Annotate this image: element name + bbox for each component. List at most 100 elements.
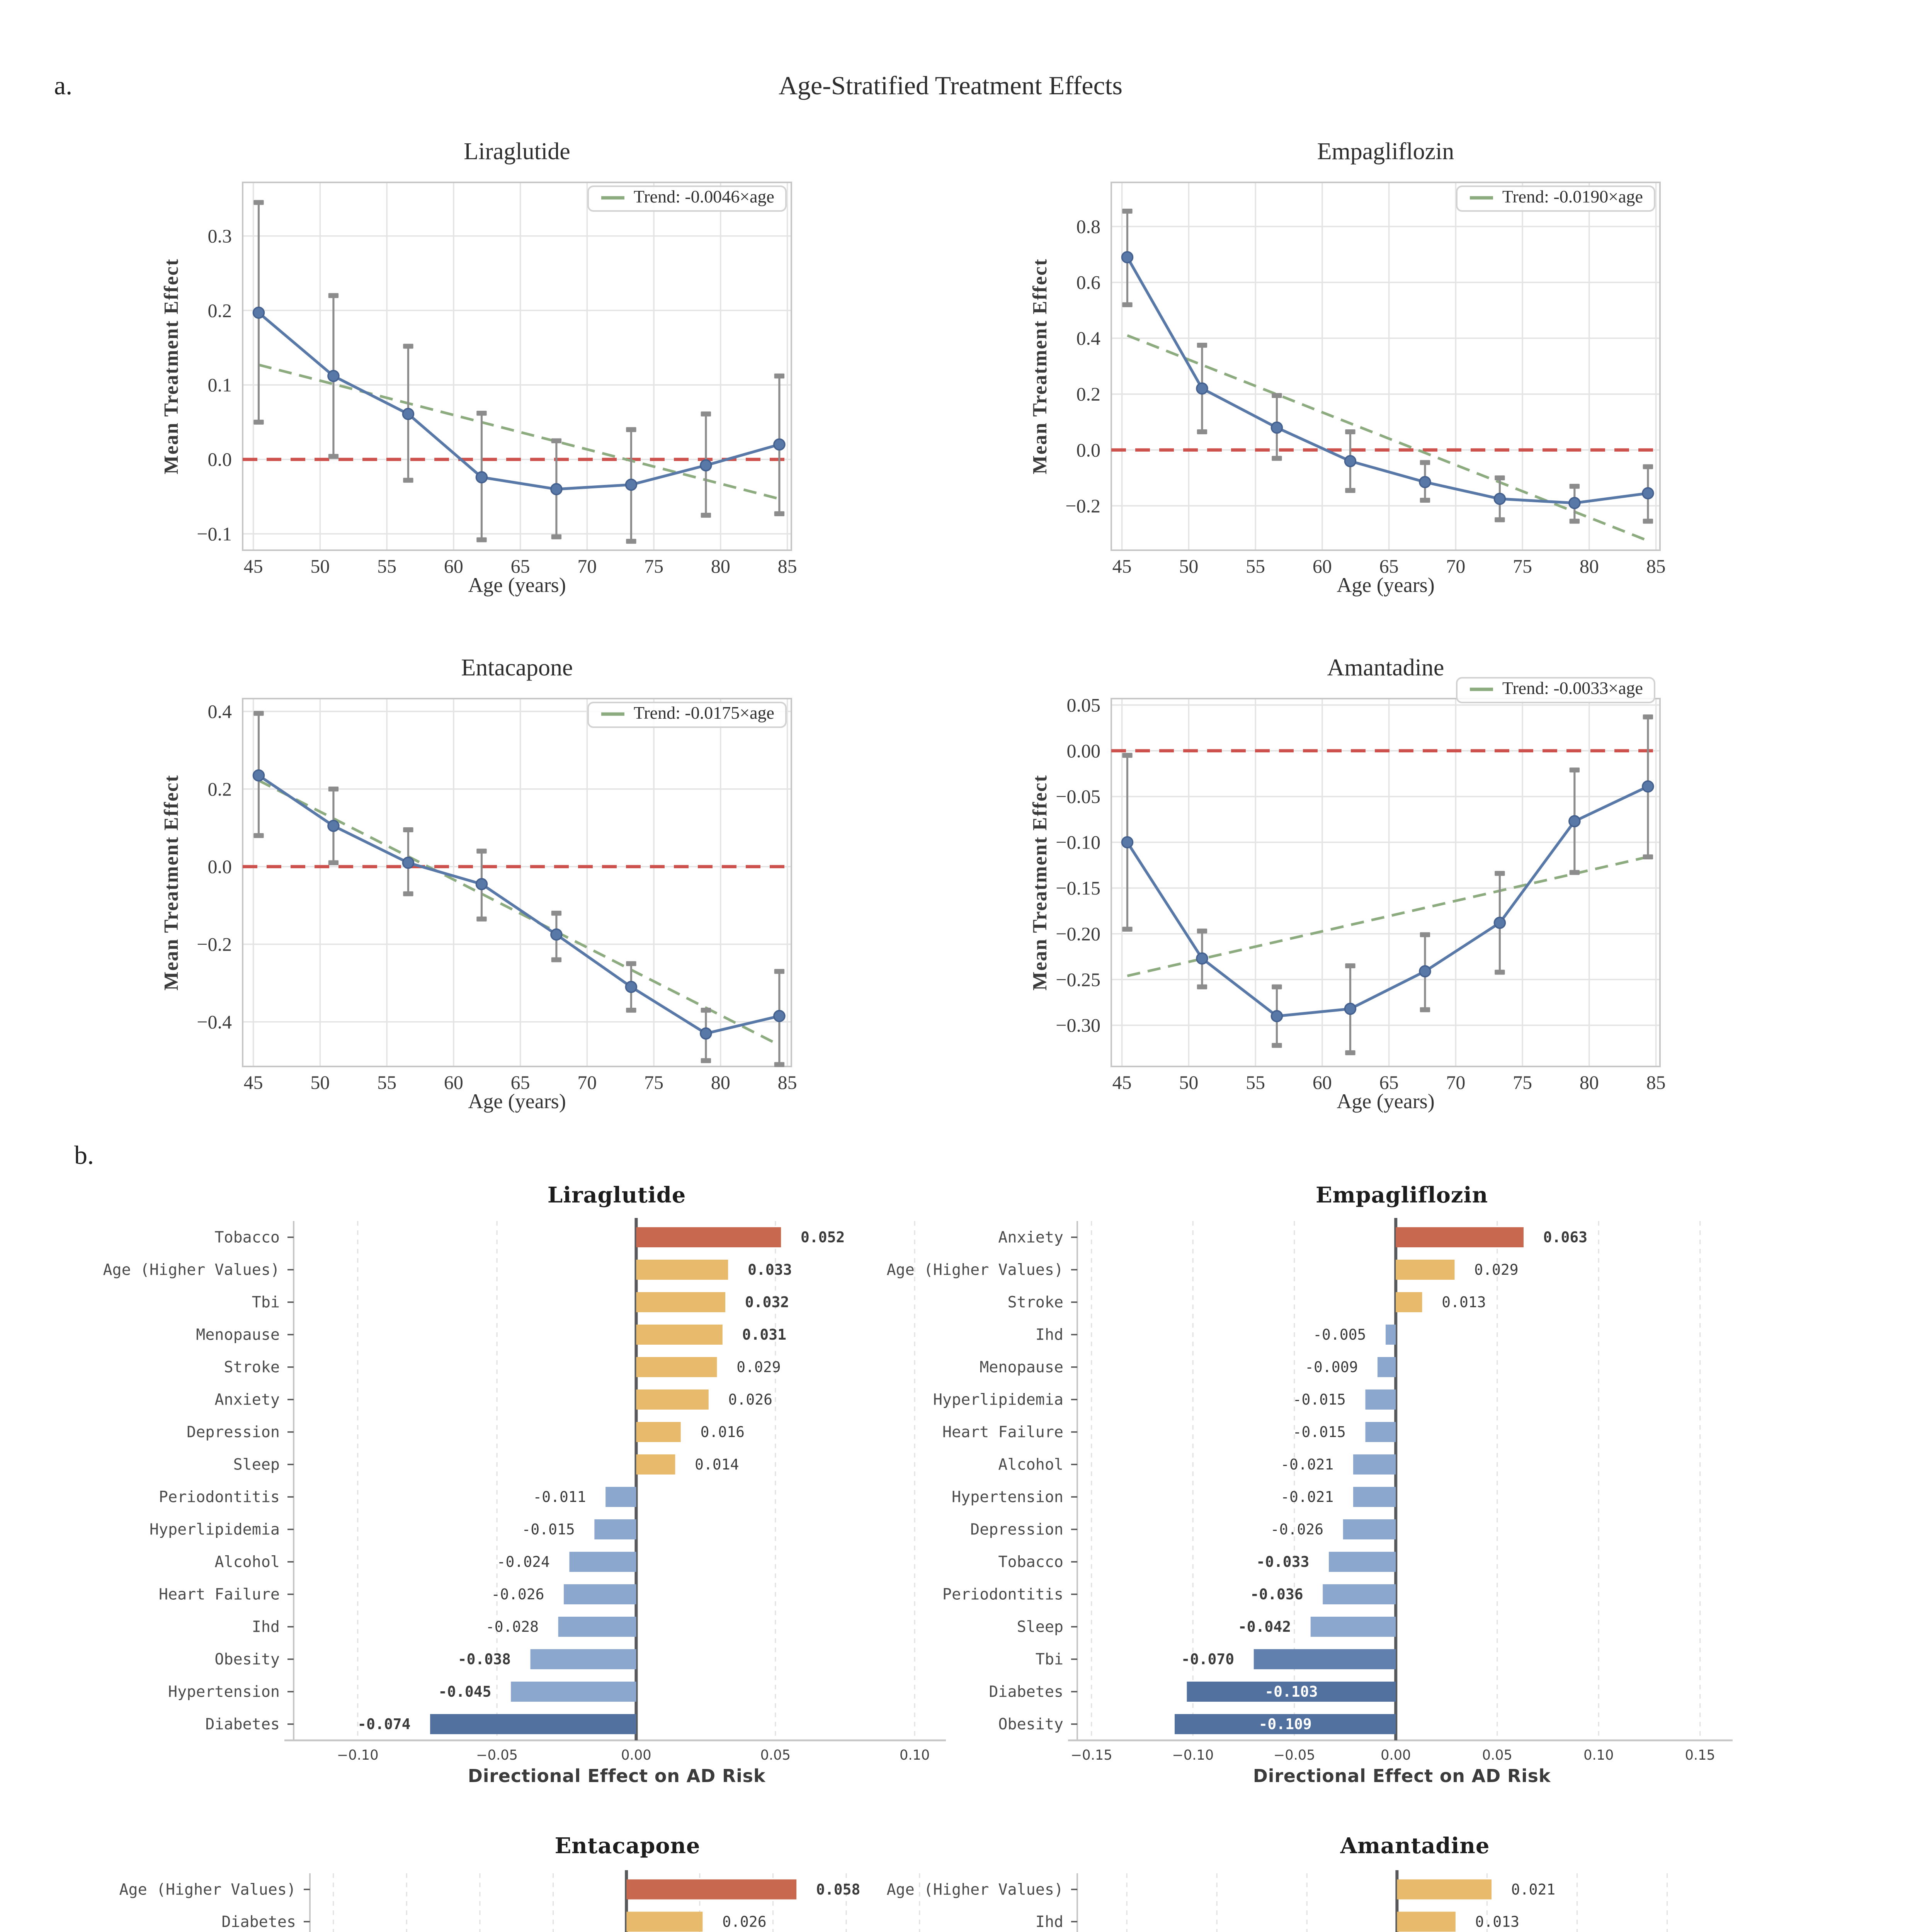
value-label: -0.015 — [1293, 1423, 1346, 1440]
error-bar-cap — [1569, 767, 1580, 773]
category-label: Hypertension — [952, 1488, 1063, 1506]
value-label: 0.052 — [801, 1229, 845, 1246]
y-tick-label: 0.4 — [1077, 327, 1101, 349]
category-label: Diabetes — [989, 1683, 1063, 1701]
x-tick-label: −0.15 — [1071, 1747, 1112, 1763]
bar — [1253, 1649, 1396, 1670]
error-bar-cap — [1197, 929, 1208, 934]
bar — [569, 1551, 636, 1572]
data-point — [402, 856, 415, 869]
plot-area: Age (Higher Values)0.058Diabetes0.026Tob… — [119, 1870, 920, 1932]
data-point — [1196, 382, 1208, 395]
trend-line-sample — [1469, 687, 1493, 691]
error-bar-cap — [253, 200, 264, 205]
error-bar-cap — [1345, 1050, 1355, 1055]
error-bar-cap — [1345, 488, 1355, 493]
x-tick-label: 45 — [1112, 555, 1132, 577]
error-bar-cap — [403, 478, 413, 483]
trend-legend: Trend: -0.0175×age — [587, 702, 787, 728]
trend-legend: Trend: -0.0033×age — [1456, 677, 1655, 703]
bar-chart-liraglutide: Liraglutide Tobacco 0.052 Age (Higher Valu… — [93, 1182, 951, 1808]
bar — [636, 1324, 723, 1345]
bar — [636, 1357, 717, 1378]
y-tick-label: 0.00 — [1067, 740, 1101, 762]
x-tick-label: 80 — [1580, 555, 1599, 577]
bar — [558, 1616, 636, 1637]
plot-area: Age (Higher Values)0.021Ihd0.013Stroke0.… — [886, 1870, 1668, 1932]
data-point — [550, 928, 563, 941]
data-point — [1270, 1010, 1283, 1022]
value-label: -0.042 — [1238, 1618, 1291, 1635]
trend-legend: Trend: -0.0046×age — [587, 185, 787, 212]
panel-a-label: a. — [54, 71, 73, 100]
data-point — [550, 483, 563, 495]
value-label: -0.070 — [1181, 1651, 1234, 1668]
y-tick-label: −0.10 — [1056, 832, 1100, 853]
error-bar-cap — [1569, 870, 1580, 875]
category-label: Menopause — [980, 1359, 1063, 1376]
data-point — [625, 478, 638, 491]
bar — [636, 1454, 675, 1475]
bar — [1396, 1227, 1524, 1248]
category-label: Heart Failure — [942, 1423, 1063, 1441]
y-tick-label: 0.3 — [208, 225, 232, 247]
error-bar-cap — [1197, 343, 1208, 348]
trend-legend-label: Trend: -0.0190×age — [1502, 189, 1643, 207]
treatment-effect-line — [258, 311, 780, 491]
error-bar-cap — [701, 411, 711, 417]
value-label: -0.045 — [438, 1683, 491, 1700]
error-bar-cap — [476, 537, 487, 543]
data-point — [1568, 497, 1581, 509]
trend-line — [1127, 855, 1648, 977]
x-tick-label: 0.10 — [1583, 1747, 1614, 1763]
data-point — [1493, 917, 1506, 929]
value-label: 0.026 — [728, 1391, 772, 1408]
category-label: Obesity — [214, 1651, 280, 1668]
x-tick-label: 50 — [310, 555, 330, 577]
x-tick-label: 80 — [711, 555, 730, 577]
x-tick-label: 0.00 — [1381, 1747, 1411, 1763]
x-axis-label: Age (years) — [1337, 1090, 1435, 1113]
x-tick-label: 0.15 — [1685, 1747, 1715, 1763]
x-tick-label: 45 — [244, 1071, 263, 1093]
value-label: -0.009 — [1305, 1359, 1358, 1376]
x-tick-label: 65 — [511, 555, 530, 577]
data-point — [1493, 493, 1506, 505]
value-label: 0.013 — [1442, 1294, 1486, 1311]
bar — [636, 1389, 709, 1410]
error-bar-cap — [1122, 753, 1133, 758]
category-label: Sleep — [1017, 1618, 1063, 1636]
x-axis-label: Age (years) — [468, 573, 566, 597]
y-tick-label: −0.2 — [197, 933, 232, 955]
category-label: Diabetes — [205, 1716, 280, 1733]
y-tick-label: −0.15 — [1056, 877, 1100, 899]
bar — [1323, 1584, 1396, 1605]
value-label: 0.058 — [816, 1881, 860, 1898]
trend-line-sample — [601, 196, 624, 200]
bar-chart-empagliflozin: Empagliflozin Anxiety 0.063 Age (Higher Va… — [869, 1182, 1757, 1808]
plot-border — [1111, 698, 1661, 1067]
value-label: 0.026 — [722, 1913, 766, 1930]
bar — [1343, 1519, 1396, 1540]
x-tick-label: 60 — [444, 555, 463, 577]
chart-title: Entacapone — [554, 1835, 701, 1859]
chart-title: Entacapone — [461, 655, 573, 682]
error-bar-cap — [1643, 714, 1653, 719]
data-point — [475, 878, 488, 890]
y-tick-label: 0.2 — [208, 299, 232, 321]
x-tick-label: 55 — [1246, 555, 1265, 577]
x-tick-label: 55 — [377, 1071, 396, 1093]
x-tick-label: 50 — [1179, 1071, 1198, 1093]
x-tick-label: 70 — [577, 555, 597, 577]
error-bar-cap — [476, 849, 487, 854]
x-tick-label: 60 — [444, 1071, 463, 1093]
x-tick-label: 85 — [1646, 555, 1666, 577]
x-axis-label: Directional Effect on AD Risk — [1253, 1765, 1551, 1787]
category-label: Tobacco — [998, 1553, 1063, 1571]
data-point — [773, 1010, 786, 1022]
value-label: 0.031 — [742, 1326, 786, 1343]
y-tick-label: −0.25 — [1056, 969, 1100, 990]
x-tick-label: 75 — [644, 1071, 663, 1093]
value-label: 0.032 — [745, 1294, 789, 1311]
trend-line-sample — [601, 712, 624, 716]
